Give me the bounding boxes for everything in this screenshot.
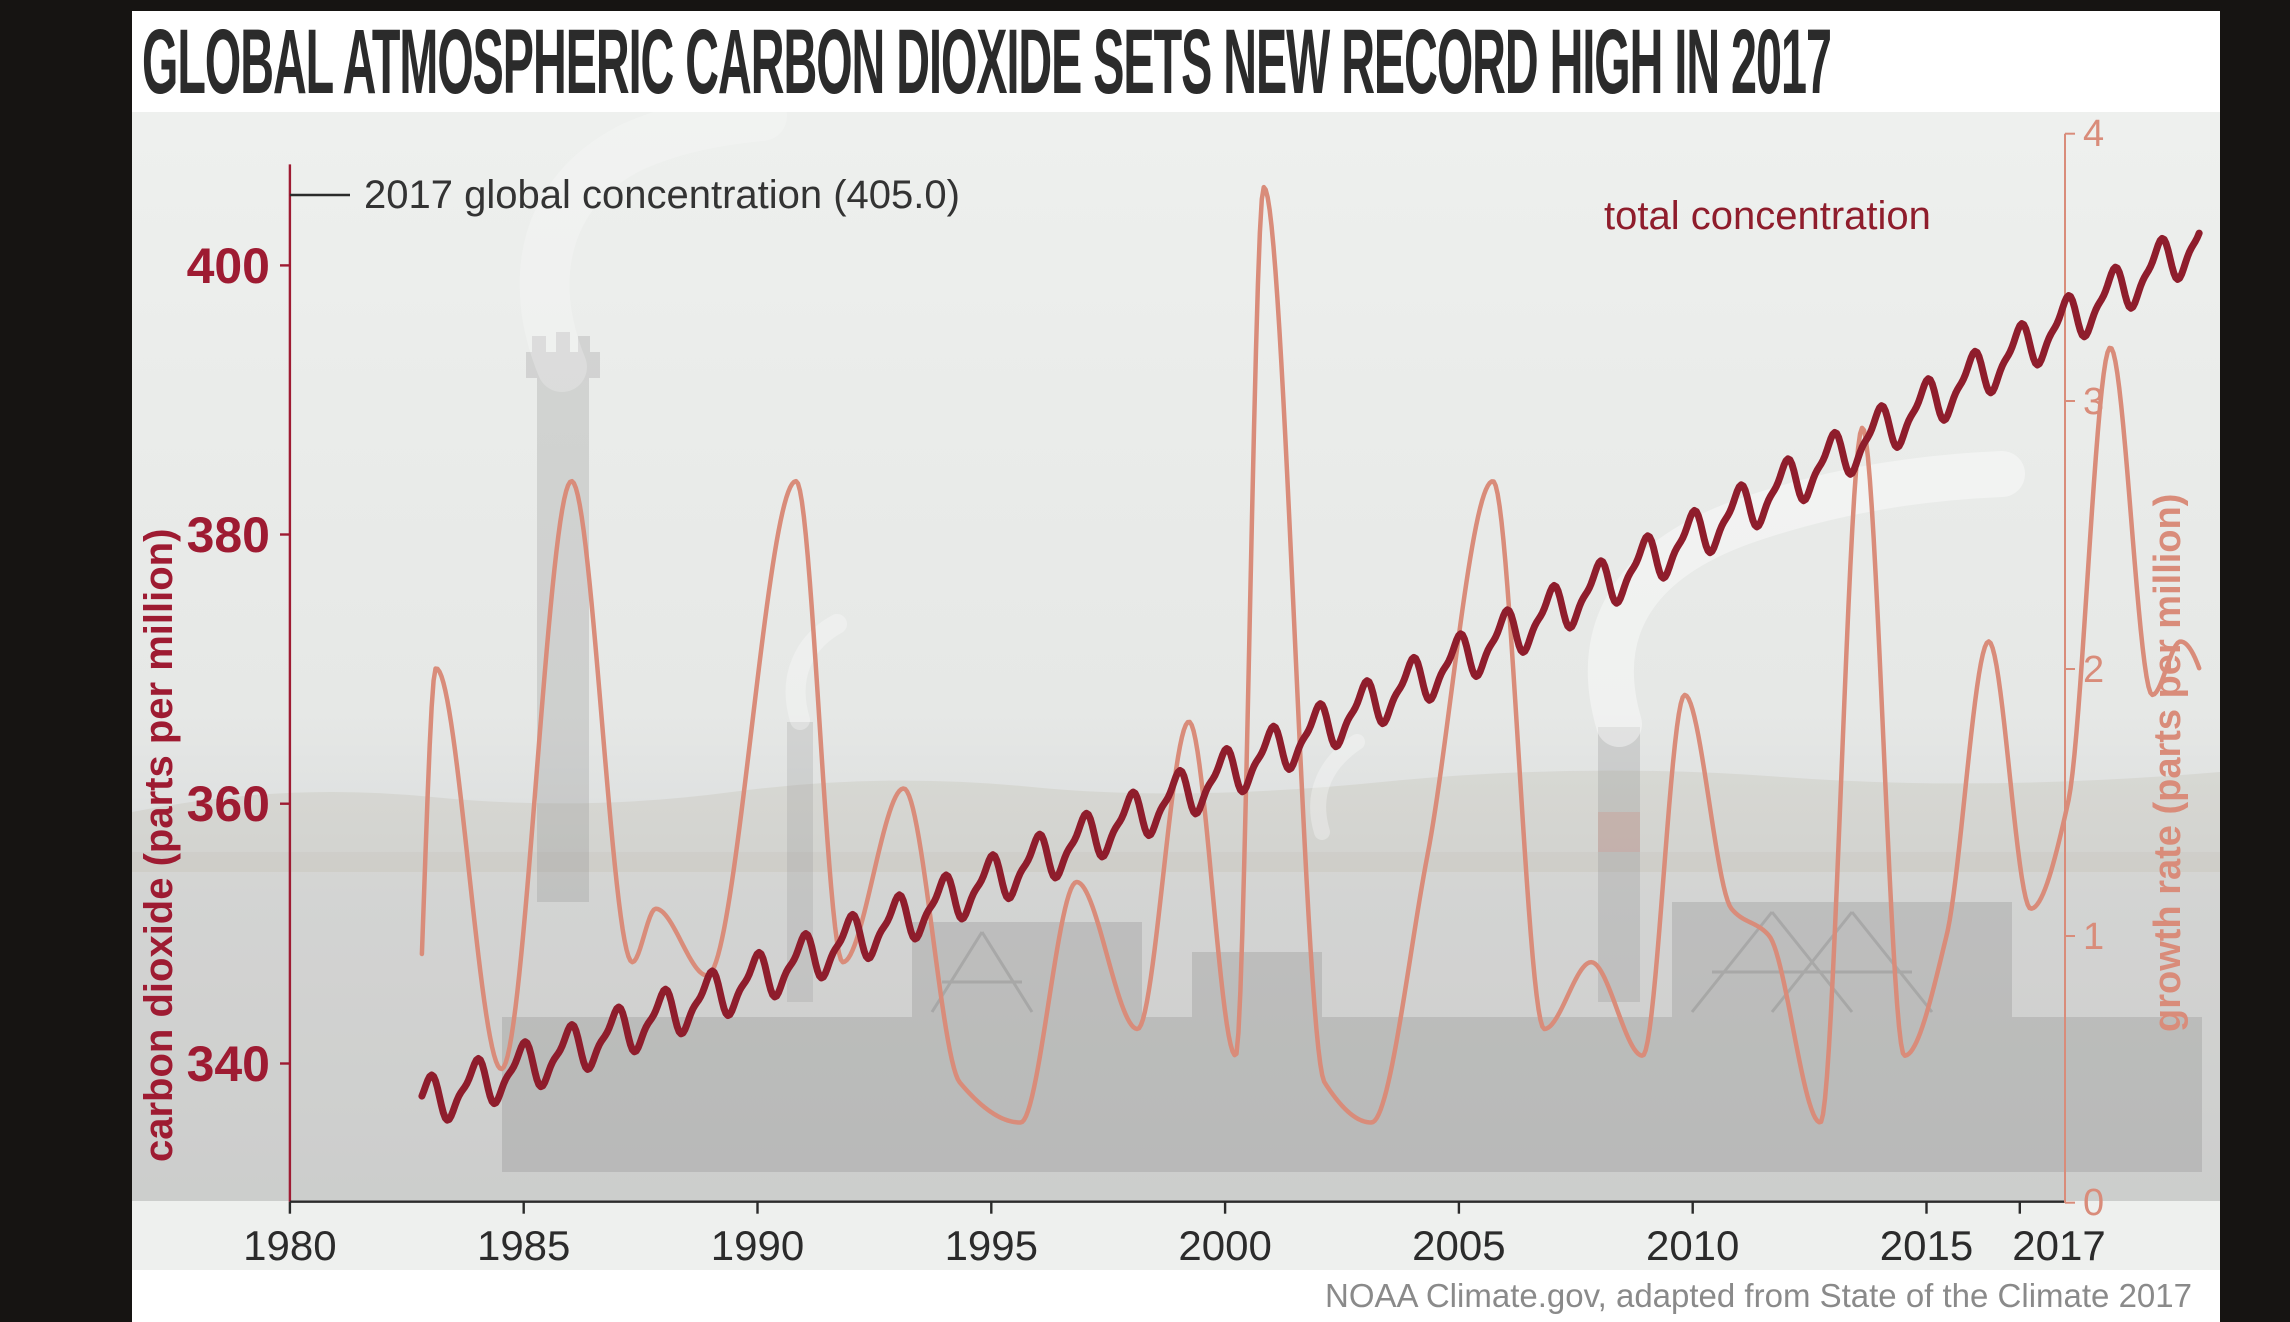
svg-text:1995: 1995	[945, 1222, 1038, 1269]
svg-text:2017: 2017	[2012, 1222, 2105, 1269]
svg-text:2005: 2005	[1412, 1222, 1505, 1269]
svg-text:total concentration: total concentration	[1604, 194, 1931, 238]
svg-text:2015: 2015	[1880, 1222, 1973, 1269]
svg-text:growth rate (parts per million: growth rate (parts per million)	[2147, 494, 2189, 1032]
svg-text:1985: 1985	[477, 1222, 570, 1269]
svg-text:380: 380	[187, 507, 270, 563]
svg-text:carbon dioxide (parts per mill: carbon dioxide (parts per million)	[137, 529, 181, 1162]
svg-text:400: 400	[187, 238, 270, 294]
svg-text:360: 360	[187, 776, 270, 832]
svg-text:4: 4	[2083, 113, 2104, 155]
svg-text:1: 1	[2083, 916, 2104, 958]
svg-text:0: 0	[2083, 1182, 2104, 1224]
svg-text:340: 340	[187, 1036, 270, 1092]
svg-text:1990: 1990	[711, 1222, 804, 1269]
svg-text:2000: 2000	[1178, 1222, 1271, 1269]
svg-text:1980: 1980	[243, 1222, 336, 1269]
svg-text:2010: 2010	[1646, 1222, 1739, 1269]
svg-text:2017 global concentration (405: 2017 global concentration (405.0)	[364, 173, 960, 217]
svg-text:2: 2	[2083, 649, 2104, 691]
